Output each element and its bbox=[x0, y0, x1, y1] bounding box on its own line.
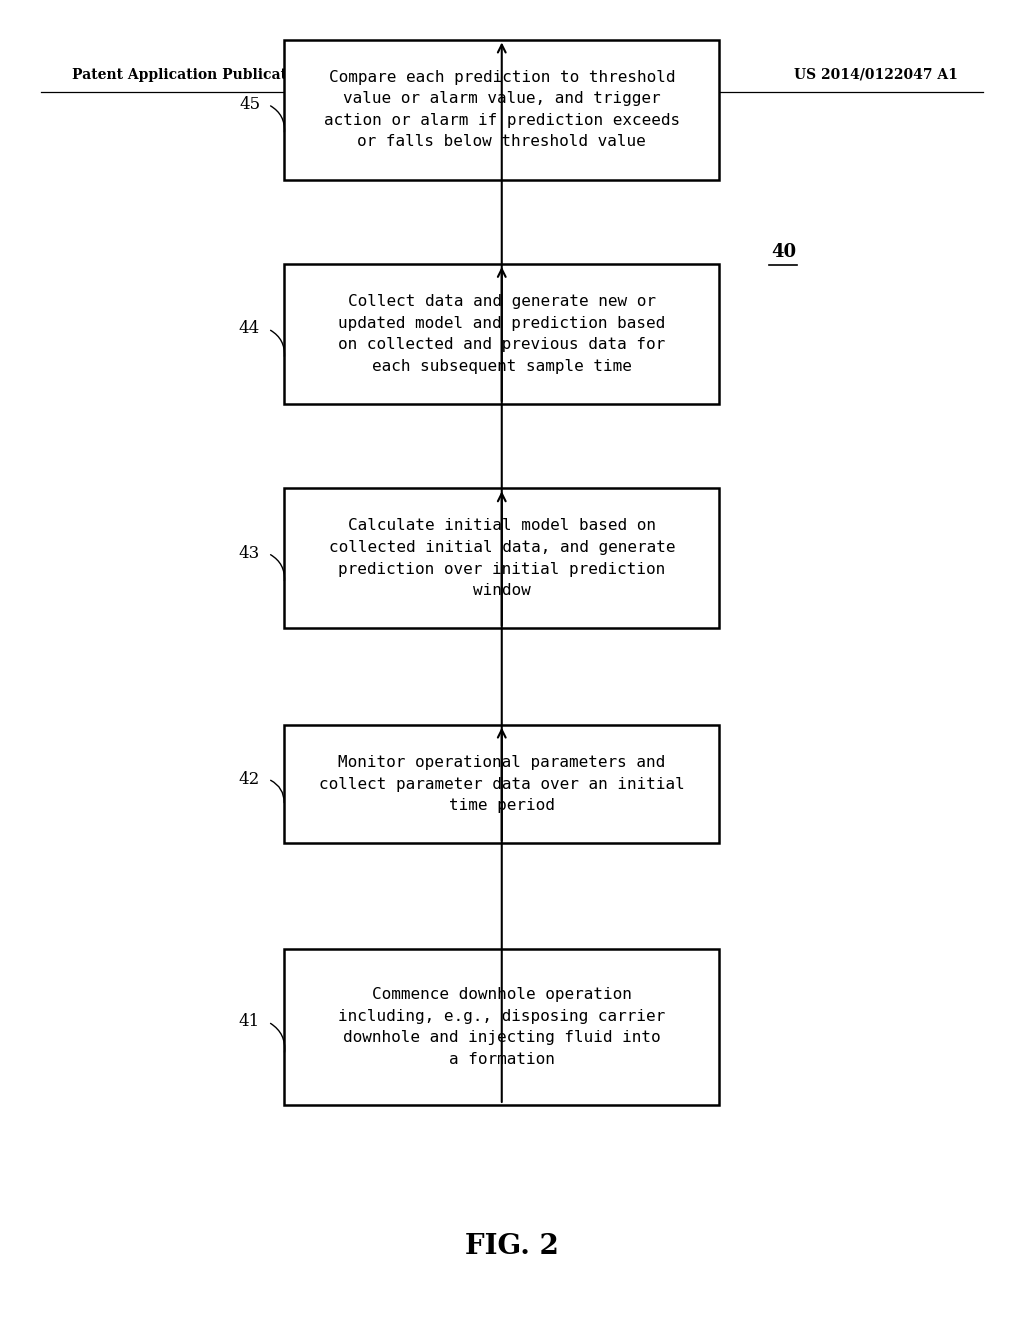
Bar bbox=[284, 949, 719, 1105]
Text: 45: 45 bbox=[239, 96, 260, 114]
Bar bbox=[284, 40, 719, 180]
Text: 44: 44 bbox=[239, 321, 260, 338]
Bar bbox=[284, 725, 719, 843]
Bar bbox=[284, 264, 719, 404]
Text: FIG. 2: FIG. 2 bbox=[465, 1233, 559, 1259]
Text: 41: 41 bbox=[239, 1014, 260, 1031]
Text: Commence downhole operation
including, e.g., disposing carrier
downhole and inje: Commence downhole operation including, e… bbox=[338, 987, 666, 1067]
Text: 42: 42 bbox=[239, 771, 260, 788]
Bar bbox=[284, 488, 719, 628]
Text: 43: 43 bbox=[239, 545, 260, 562]
Text: 40: 40 bbox=[771, 243, 796, 261]
Text: Monitor operational parameters and
collect parameter data over an initial
time p: Monitor operational parameters and colle… bbox=[318, 755, 685, 813]
Text: Compare each prediction to threshold
value or alarm value, and trigger
action or: Compare each prediction to threshold val… bbox=[324, 70, 680, 149]
Text: Calculate initial model based on
collected initial data, and generate
prediction: Calculate initial model based on collect… bbox=[329, 519, 675, 598]
Text: Collect data and generate new or
updated model and prediction based
on collected: Collect data and generate new or updated… bbox=[338, 294, 666, 374]
Text: US 2014/0122047 A1: US 2014/0122047 A1 bbox=[794, 69, 957, 82]
Text: Patent Application Publication: Patent Application Publication bbox=[72, 69, 311, 82]
Text: May 1, 2014   Sheet 2 of 10: May 1, 2014 Sheet 2 of 10 bbox=[339, 69, 552, 82]
